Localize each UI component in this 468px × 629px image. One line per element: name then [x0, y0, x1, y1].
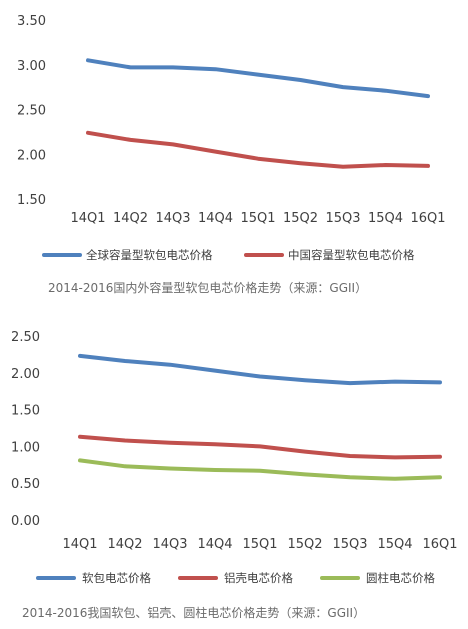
chart-2-xtick-label: 15Q3	[332, 537, 367, 552]
chart-2-xtick-label: 14Q3	[152, 537, 187, 552]
chart-1-ytick-label: 3.50	[17, 14, 46, 29]
chart-1-ytick-label: 3.00	[17, 59, 46, 74]
chart-2-series-line-1	[80, 356, 440, 383]
chart-1-xtick-label: 15Q3	[325, 211, 360, 226]
chart-2-legend-label-2: 铝壳电芯价格	[224, 571, 293, 585]
chart-1-legend-label-2: 中国容量型软包电芯价格	[288, 248, 415, 262]
chart-2-legend-label-3: 圆柱电芯价格	[366, 571, 435, 585]
chart-2-xtick-label: 16Q1	[422, 537, 457, 552]
chart-1-xtick-label: 15Q1	[240, 211, 275, 226]
chart-2-xtick-label: 15Q4	[377, 537, 412, 552]
chart-1-ytick-label: 1.50	[17, 193, 46, 208]
chart-2-xtick-label: 14Q1	[62, 537, 97, 552]
chart-1-xtick-label: 14Q4	[198, 211, 233, 226]
chart-2-caption: 2014-2016我国软包、铝壳、圆柱电芯价格走势（来源：GGII）	[22, 604, 365, 621]
chart-2-ytick-label: 0.50	[11, 477, 40, 492]
chart-2-ytick-label: 0.00	[11, 514, 40, 529]
chart-2-series-line-3	[80, 460, 440, 478]
chart-2-ytick-label: 2.00	[11, 367, 40, 382]
chart-2: 2.50 2.00 1.50 1.00 0.50 0.00 14Q1 14Q2 14Q3 14Q4…	[0, 318, 468, 603]
chart-1: 3.50 3.00 2.50 2.00 1.50 14Q1 14Q2 14Q3 14Q4 15Q1…	[0, 0, 468, 275]
chart-2-ytick-label: 2.50	[11, 330, 40, 345]
chart-1-xtick-label: 15Q2	[283, 211, 318, 226]
chart-1-xtick-label: 15Q4	[368, 211, 403, 226]
chart-1-ytick-label: 2.50	[17, 104, 46, 119]
chart-1-ytick-label: 2.00	[17, 148, 46, 163]
chart-1-xtick-label: 16Q1	[410, 211, 445, 226]
chart-1-xtick-label: 14Q3	[155, 211, 190, 226]
chart-1-legend-label-1: 全球容量型软包电芯价格	[86, 248, 213, 262]
chart-2-series-line-2	[80, 437, 440, 458]
chart-1-xtick-label: 14Q2	[113, 211, 148, 226]
chart-1-series-line-2	[88, 133, 428, 167]
chart-2-xtick-label: 15Q1	[242, 537, 277, 552]
chart-2-ytick-label: 1.00	[11, 440, 40, 455]
chart-2-xtick-label: 14Q4	[197, 537, 232, 552]
chart-1-series-line-1	[88, 60, 428, 96]
chart-2-ytick-label: 1.50	[11, 404, 40, 419]
chart-2-xtick-label: 14Q2	[107, 537, 142, 552]
chart-1-caption: 2014-2016国内外容量型软包电芯价格走势（来源：GGII）	[48, 279, 367, 296]
chart-2-legend-label-1: 软包电芯价格	[82, 571, 151, 585]
chart-1-xtick-label: 14Q1	[70, 211, 105, 226]
chart-2-xtick-label: 15Q2	[287, 537, 322, 552]
